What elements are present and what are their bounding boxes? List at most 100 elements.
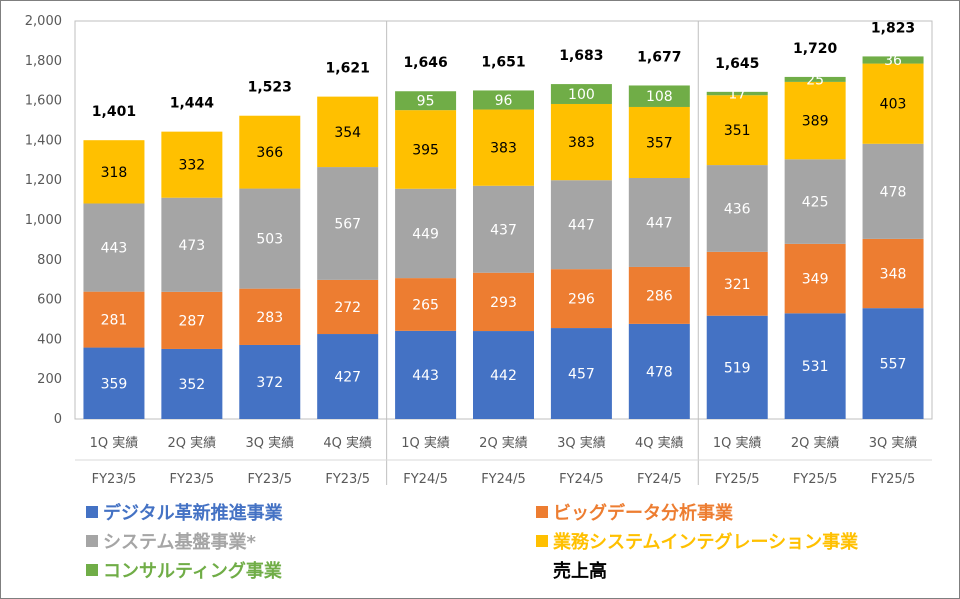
data-label: 352 [178, 377, 205, 393]
data-label: 427 [334, 370, 361, 386]
bar-segment [706, 91, 768, 96]
data-label: 318 [101, 165, 128, 181]
bar-segment [395, 330, 457, 419]
data-label: 457 [568, 367, 595, 383]
total-label: 1,444 [170, 96, 215, 112]
bar-segment [550, 84, 612, 104]
bar-segment [473, 109, 534, 186]
data-label: 321 [724, 277, 751, 293]
bar-segment [550, 103, 612, 181]
bar-segment [628, 323, 690, 419]
total-label: 1,401 [92, 104, 136, 120]
data-label: 281 [101, 313, 128, 329]
bar-segment [473, 331, 534, 419]
y-tick-label: 1,800 [25, 54, 62, 69]
data-label: 383 [490, 141, 517, 157]
x-group-label: FY25/5 [793, 472, 838, 487]
legend-swatch [536, 535, 548, 547]
data-label: 383 [568, 135, 595, 151]
bar-segment [550, 269, 612, 329]
total-label: 1,823 [871, 20, 915, 36]
total-label: 1,621 [326, 61, 370, 77]
bar-segment [317, 279, 379, 335]
bar-segment [239, 344, 301, 419]
data-label: 296 [568, 292, 595, 308]
total-label: 1,677 [637, 49, 681, 65]
y-tick-label: 1,200 [25, 173, 62, 188]
data-label: 447 [568, 218, 595, 234]
data-label: 272 [334, 300, 361, 316]
x-tick-label: 4Q 実績 [323, 435, 372, 451]
data-label: 96 [495, 93, 513, 109]
bar-segment [83, 203, 145, 292]
x-group-label: FY25/5 [715, 472, 760, 487]
y-tick-label: 0 [54, 412, 62, 427]
data-label: 478 [880, 184, 907, 200]
bar-segment [161, 197, 223, 292]
data-label: 557 [880, 357, 907, 373]
x-tick-label: 4Q 実績 [635, 435, 684, 451]
data-label: 351 [724, 123, 751, 139]
data-label: 287 [178, 313, 205, 329]
x-group-label: FY24/5 [559, 472, 604, 487]
bar-segment [473, 90, 534, 110]
bar-segment [317, 334, 379, 419]
x-tick-label: 1Q 実績 [90, 435, 139, 451]
bar-segment [706, 251, 768, 316]
x-tick-label: 1Q 実績 [401, 435, 450, 451]
y-tick-label: 200 [37, 372, 62, 387]
total-label: 1,683 [559, 48, 603, 64]
data-label: 265 [412, 297, 439, 313]
legend-label: 業務システムインテグレーション事業 [552, 531, 859, 553]
bar-segment [862, 143, 924, 239]
data-label: 395 [412, 142, 439, 158]
bar-segment [706, 95, 768, 166]
bar-segment [784, 81, 846, 160]
bar-segment [784, 243, 846, 314]
data-label: 36 [884, 53, 902, 69]
y-tick-label: 800 [37, 253, 62, 268]
bar-segment [395, 278, 457, 331]
bar-segment [550, 328, 612, 419]
x-tick-label: 1Q 実績 [713, 435, 762, 451]
legend-swatch [86, 564, 98, 576]
data-label: 425 [802, 195, 829, 211]
data-label: 403 [880, 97, 907, 113]
data-label: 443 [412, 368, 439, 384]
bar-segment [161, 291, 223, 349]
bar-segment [862, 63, 924, 144]
data-label: 332 [178, 158, 205, 174]
x-group-label: FY24/5 [481, 472, 526, 487]
legend-label: コンサルティング事業 [103, 560, 283, 582]
x-group-label: FY23/5 [247, 472, 292, 487]
bar-segment [628, 106, 690, 179]
bar-segment [628, 85, 690, 107]
x-tick-label: 2Q 実績 [479, 435, 528, 451]
bar-segment [784, 159, 846, 244]
total-label: 1,645 [715, 56, 759, 72]
legend-label: デジタル革新推進事業 [103, 502, 284, 524]
data-label: 372 [256, 375, 283, 391]
data-label: 95 [417, 94, 435, 110]
data-label: 478 [646, 364, 673, 380]
bar-segment [239, 188, 301, 289]
legend-swatch [536, 506, 548, 518]
y-tick-label: 2,000 [25, 14, 62, 29]
x-group-label: FY23/5 [92, 472, 137, 487]
x-group-label: FY23/5 [325, 472, 370, 487]
bar-segment [706, 315, 768, 419]
bar-segment [862, 238, 924, 309]
bar-segment [784, 313, 846, 419]
bar-segment [83, 140, 145, 204]
bar-segment [83, 347, 145, 419]
legend-label-total: 売上高 [553, 560, 607, 582]
data-label: 519 [724, 360, 751, 376]
x-group-label: FY24/5 [403, 472, 448, 487]
data-label: 25 [806, 72, 824, 88]
data-label: 366 [256, 145, 283, 161]
legend-swatch [86, 506, 98, 518]
data-label: 447 [646, 215, 673, 231]
y-tick-label: 1,600 [25, 94, 62, 109]
bar-segment [862, 56, 924, 64]
data-label: 473 [178, 238, 205, 254]
